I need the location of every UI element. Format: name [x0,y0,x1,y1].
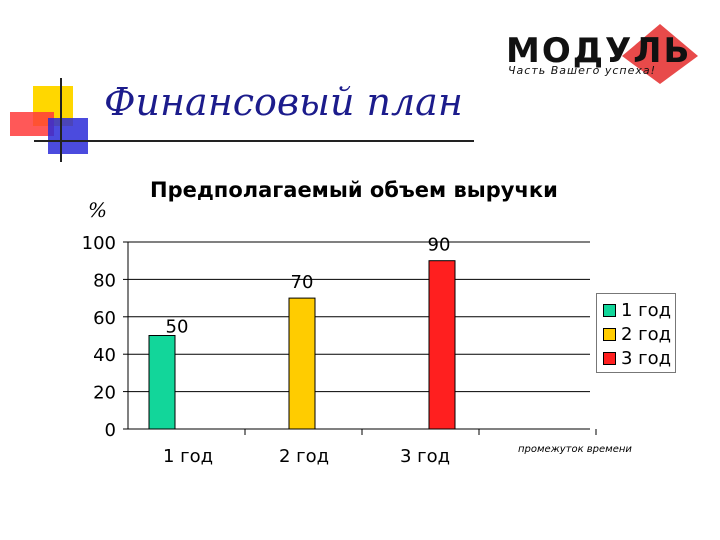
legend-label: 2 год [621,323,672,345]
legend-item: 3 год [603,346,675,370]
y-axis-label: % [88,198,108,222]
slide-title: Финансовый план [104,80,463,124]
legend-swatch-3 [603,351,616,365]
x-tick-label: 2 год [279,446,329,467]
legend-item: 2 год [603,322,675,346]
bar-1 [148,335,176,430]
legend-item: 1 год [603,298,675,322]
x-tick-label: 1 год [163,446,213,467]
y-tick-label: 0 [105,420,116,441]
x-tick-label: 3 год [400,446,450,467]
legend-label: 1 год [621,299,672,321]
logo-diamond-icon [622,24,698,84]
data-label: 50 [166,317,189,338]
logo-text: МОДУЛЬ [506,31,691,71]
legend: 1 год 2 год 3 год [596,293,676,373]
y-tick-label: 20 [93,383,116,404]
bar-2 [288,297,316,430]
chart-title: Предполагаемый объем выручки [150,178,558,202]
y-tick-label: 80 [93,270,116,291]
x-axis-label: промежуток времени [518,444,632,455]
decor-blue-square [48,118,88,154]
bar-3 [428,260,456,430]
legend-swatch-2 [603,327,616,341]
logo: МОДУЛЬ [506,24,698,84]
y-tick-label: 40 [93,345,116,366]
legend-label: 3 год [621,347,672,369]
data-label: 90 [428,235,451,256]
decor-red-rectangle [10,112,54,136]
decor-vertical-line [60,78,62,162]
title-underline [34,140,474,142]
data-label: 70 [291,272,314,293]
legend-swatch-1 [603,303,616,317]
y-tick-label: 60 [93,308,116,329]
logo-tagline: Часть Вашего успеха! [508,64,657,77]
y-tick-label: 100 [82,233,116,254]
